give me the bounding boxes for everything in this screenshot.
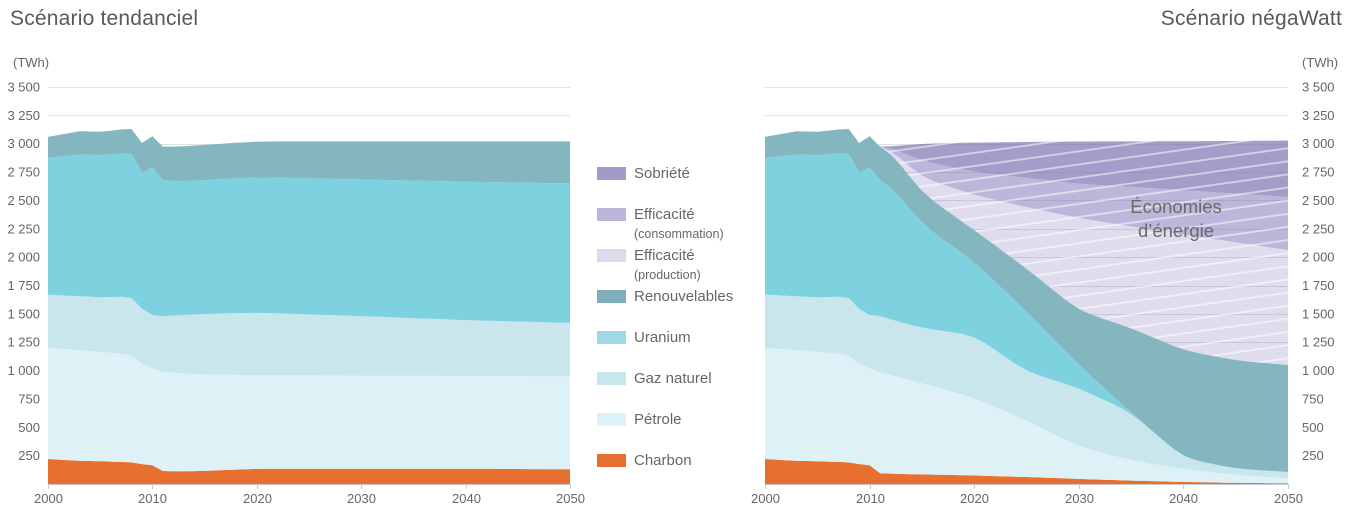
chart-title-tendanciel: Scénario tendanciel [10,7,199,30]
series-area-petrole [765,347,1288,484]
series-area-charbon [765,459,1288,484]
legend-item-charbon[interactable]: Charbon [597,449,692,473]
y-tick-label: 1 500 [1302,306,1335,321]
legend-sublabel-efficacite-production: (production) [634,268,701,282]
y-tick-label: 750 [1302,391,1324,406]
y-axis-unit-right: (TWh) [1302,55,1339,70]
annotation-line-2: d’énergie [1137,220,1215,241]
y-tick-label: 500 [1302,420,1324,435]
efficacite-production-swatch [597,249,626,262]
y-tick-label: 500 [18,420,40,435]
x-axis: 2000 2010 2020 2030 2040 2050 [34,484,585,506]
y-tick-label: 3 000 [1302,136,1335,151]
legend-item-sobriete[interactable]: Sobriété [597,162,690,186]
legend-label-renouvelables: Renouvelables [634,288,734,305]
y-tick-label: 2 750 [1302,165,1335,180]
legend-label-petrole: Pétrole [634,411,682,428]
annotation-line-1: Économies [1130,196,1222,217]
legend-label-efficacite-production: Efficacité (production) [634,247,701,282]
x-tick-label: 2010 [856,491,885,506]
annotation-economies-denergie: Économies d’énergie [1092,195,1260,243]
y-tick-label: 3 250 [1302,108,1335,123]
legend-item-petrole[interactable]: Pétrole [597,408,682,432]
legend-label-gaz-naturel: Gaz naturel [634,370,712,387]
series-area-renouvelables [765,129,1288,472]
series-area-gaz-naturel [48,294,570,377]
y-tick-label: 2 250 [7,221,40,236]
charbon-swatch [597,454,626,467]
x-tick-label: 2030 [347,491,376,506]
y-tick-label: 1 750 [7,278,40,293]
x-axis: 2000 2010 2020 2030 2040 2050 [751,484,1303,506]
y-tick-label: 2 000 [7,250,40,265]
petrole-swatch [597,413,626,426]
renouvelables-swatch [597,290,626,303]
y-tick-label: 1 750 [1302,278,1335,293]
sobriete-swatch [597,167,626,180]
legend-label-uranium: Uranium [634,329,691,346]
y-tick-label: 2 250 [1302,221,1335,236]
legend-item-efficacite-production[interactable]: Efficacité (production) [597,244,701,283]
series-areas [48,129,570,484]
series-area-petrole [48,347,570,472]
legend-item-efficacite-consommation[interactable]: Efficacité (consommation) [597,203,724,242]
y-tick-label: 1 500 [7,306,40,321]
legend-label-charbon: Charbon [634,452,692,469]
x-tick-label: 2040 [1169,491,1198,506]
legend-item-uranium[interactable]: Uranium [597,326,691,350]
legend-sublabel-efficacite-consommation: (consommation) [634,227,724,241]
y-tick-label: 750 [18,391,40,406]
x-tick-label: 2000 [751,491,780,506]
legend-item-gaz-naturel[interactable]: Gaz naturel [597,367,712,391]
x-tick-label: 2020 [960,491,989,506]
y-axis-labels: 250 500 750 1 000 1 250 1 500 1 750 2 000 2 250 2… [1302,80,1335,464]
legend-label-sobriete: Sobriété [634,165,690,182]
series-area-renouvelables [48,129,570,184]
y-tick-label: 1 000 [7,363,40,378]
savings-wedge-hatch [765,129,1288,365]
y-tick-label: 2 500 [7,193,40,208]
efficacite-consommation-swatch [597,208,626,221]
y-axis-labels: 250 500 750 1 000 1 250 1 500 1 750 2 000 2 250 2… [7,80,40,464]
series-area-charbon [48,459,570,484]
legend: Sobriété Efficacité (consommation) Efficaci… [597,0,755,519]
x-tick-label: 2030 [1065,491,1094,506]
y-tick-label: 1 000 [1302,363,1335,378]
y-tick-label: 2 000 [1302,250,1335,265]
x-tick-label: 2020 [243,491,272,506]
y-tick-label: 1 250 [1302,335,1335,350]
legend-item-renouvelables[interactable]: Renouvelables [597,285,733,309]
y-tick-label: 1 250 [7,335,40,350]
series-area-uranium [765,153,1288,472]
y-tick-label: 250 [1302,448,1324,463]
series-area-uranium [48,153,570,323]
y-tick-label: 2 500 [1302,193,1335,208]
y-tick-label: 3 000 [7,136,40,151]
chart-title-negawatt: Scénario négaWatt [1160,7,1342,30]
x-tick-label: 2050 [556,491,585,506]
y-tick-label: 250 [18,448,40,463]
uranium-swatch [597,331,626,344]
y-tick-label: 2 750 [7,165,40,180]
y-tick-label: 3 500 [7,80,40,95]
gaz-naturel-swatch [597,372,626,385]
y-tick-label: 3 500 [1302,80,1335,95]
y-tick-label: 3 250 [7,108,40,123]
series-area-gaz-naturel [765,294,1288,479]
legend-label-efficacite-consommation: Efficacité (consommation) [634,206,724,241]
x-tick-label: 2050 [1274,491,1303,506]
x-tick-label: 2010 [138,491,167,506]
x-tick-label: 2040 [452,491,481,506]
y-axis-unit-left: (TWh) [13,55,50,70]
x-tick-label: 2000 [34,491,63,506]
